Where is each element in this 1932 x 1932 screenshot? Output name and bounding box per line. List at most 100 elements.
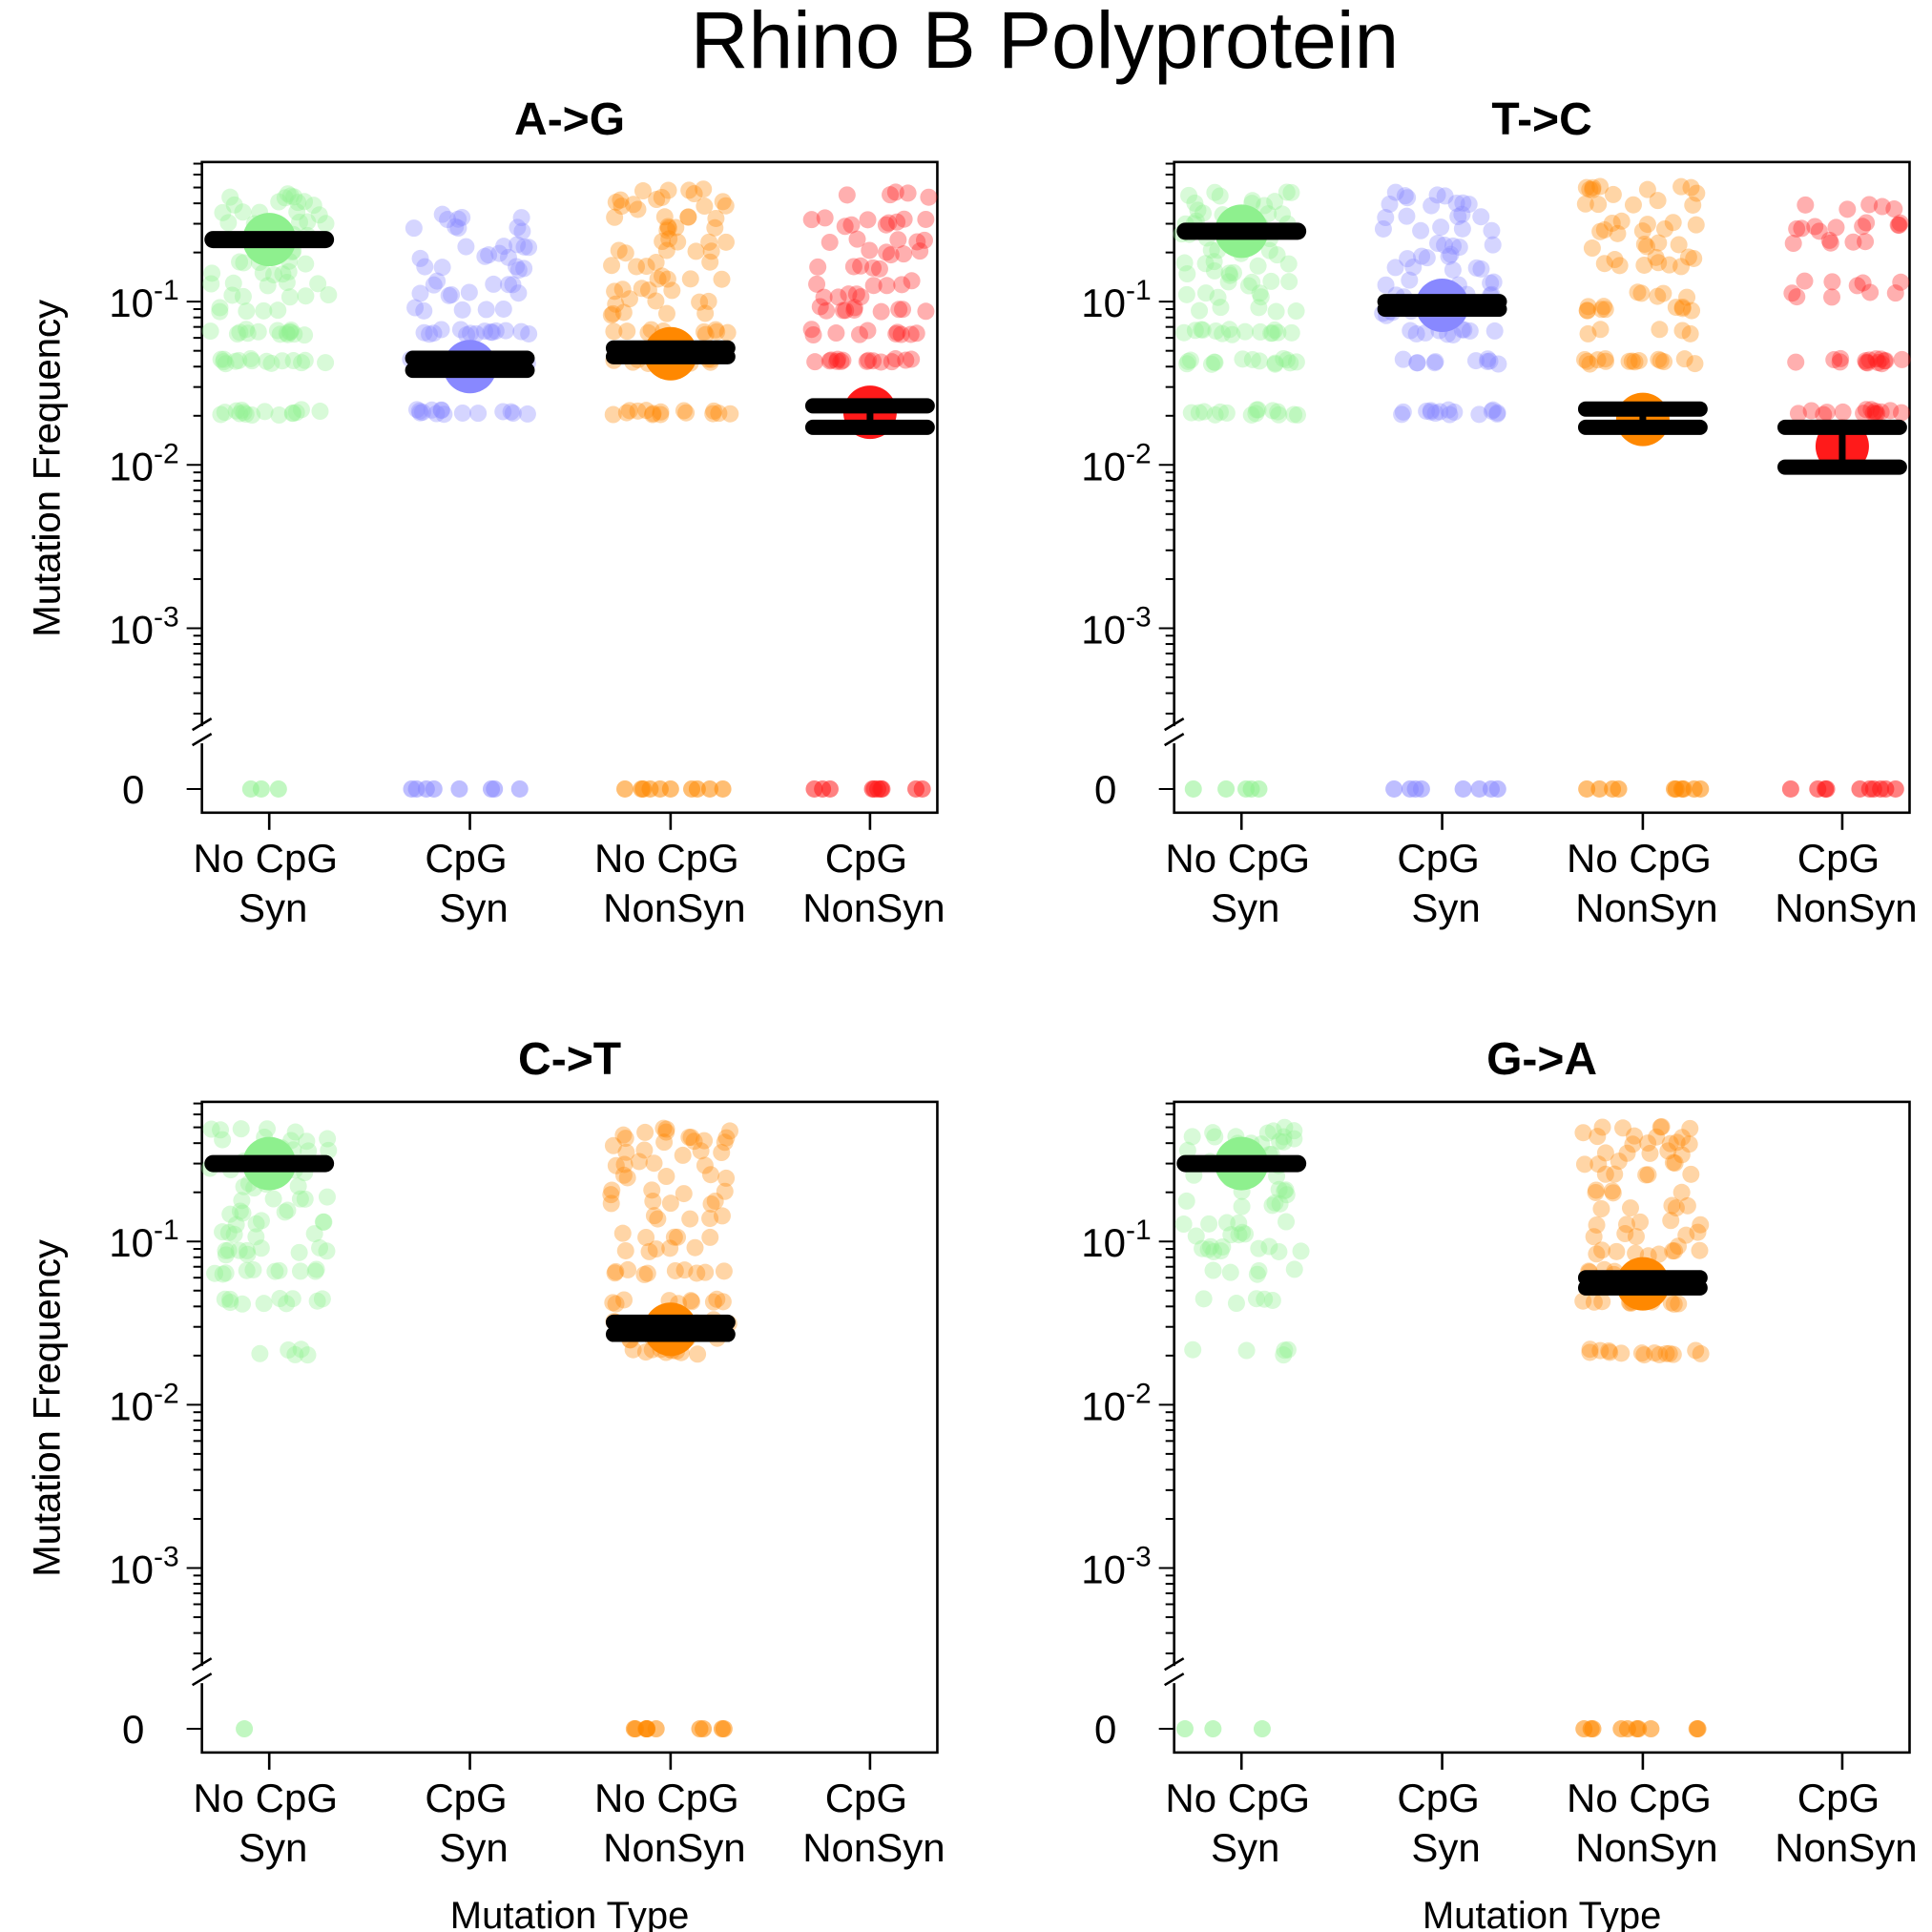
data-point (1591, 222, 1610, 240)
data-point (877, 216, 895, 234)
data-point (1485, 322, 1504, 340)
data-point (289, 194, 307, 212)
data-point (297, 287, 315, 305)
data-point (313, 1290, 331, 1308)
data-point (1855, 405, 1873, 423)
data-point (1247, 1290, 1265, 1308)
data-point (802, 211, 821, 229)
data-point (1601, 1343, 1619, 1361)
data-point (449, 210, 467, 228)
data-point (616, 244, 634, 262)
data-point (1251, 352, 1269, 370)
data-point (286, 1345, 304, 1363)
data-point (1174, 323, 1193, 342)
data-point (309, 275, 327, 293)
data-point (1641, 1144, 1659, 1162)
data-point (1275, 1132, 1293, 1151)
ci-bar (605, 1314, 736, 1330)
data-point (1638, 216, 1656, 234)
x-tick-label: Syn (439, 885, 508, 930)
data-point (1204, 1124, 1222, 1142)
panel-title: G->A (1486, 1034, 1597, 1085)
data-point (256, 403, 274, 421)
data-point (1614, 1119, 1632, 1137)
data-point (1872, 350, 1890, 368)
data-point (1266, 193, 1284, 211)
data-point (1802, 402, 1820, 420)
panel-2: 10-1 10-2 10-3 0 Mutation Frequency T->C No Cp… (27, 94, 1918, 930)
data-point (1648, 1128, 1666, 1146)
data-point (602, 306, 620, 324)
zero-point (714, 779, 732, 798)
x-tick-label: Syn (1411, 1825, 1480, 1870)
x-tick-label: Syn (1211, 885, 1279, 930)
data-point (410, 402, 428, 420)
data-point (234, 203, 252, 221)
data-point (710, 405, 728, 423)
data-point (495, 238, 513, 256)
data-point (274, 265, 292, 283)
data-point (1639, 1166, 1657, 1184)
data-point (654, 1119, 673, 1137)
data-point (1247, 405, 1265, 423)
data-point (691, 293, 709, 311)
panel-4: 10-1 10-2 10-3 0 Mutation Frequency G->A No Cp… (27, 1034, 1918, 1932)
data-point (1576, 195, 1594, 213)
data-point (1670, 236, 1688, 254)
data-point (1425, 354, 1444, 372)
x-tick-label: CpG (1797, 836, 1880, 881)
data-point (917, 210, 935, 228)
data-point (1394, 350, 1412, 368)
data-point (1266, 355, 1284, 373)
data-point (1854, 274, 1872, 292)
data-point (1626, 1127, 1644, 1145)
data-point (1482, 274, 1500, 292)
x-axis-label: Mutation Type (1423, 1895, 1662, 1932)
data-point (629, 402, 647, 420)
data-point (512, 209, 530, 227)
data-point (1892, 273, 1910, 291)
data-point (679, 208, 697, 226)
zero-point (1685, 779, 1703, 798)
data-point (1650, 254, 1668, 272)
data-point (895, 245, 913, 263)
data-point (1649, 192, 1667, 210)
x-tick-label: CpG (1797, 1776, 1880, 1820)
data-point (1660, 1344, 1678, 1362)
data-point (415, 301, 433, 320)
data-point (888, 323, 906, 342)
data-point (687, 242, 705, 260)
data-point (1194, 321, 1212, 339)
data-point (1248, 1265, 1266, 1283)
data-point (1664, 1242, 1682, 1260)
data-point (483, 323, 501, 342)
data-point (211, 299, 229, 317)
data-point (637, 258, 655, 276)
data-point (1784, 235, 1802, 253)
data-point (1270, 405, 1288, 424)
data-point (1603, 1182, 1621, 1200)
data-point (406, 299, 425, 317)
panel-title: C->T (518, 1034, 621, 1085)
data-point (602, 1186, 620, 1204)
panel-title: T->C (1491, 94, 1591, 145)
data-point (1633, 222, 1652, 240)
data-point (606, 208, 624, 226)
x-tick-label: CpG (425, 836, 507, 881)
data-point (1436, 187, 1454, 205)
data-point (917, 302, 935, 321)
data-point (1624, 1135, 1642, 1153)
data-point (614, 1166, 633, 1184)
data-point (1821, 234, 1839, 252)
y-axis-label: Mutation Frequency (27, 1239, 69, 1577)
data-point (509, 218, 527, 237)
data-point (1815, 405, 1833, 424)
data-point (1470, 405, 1488, 424)
data-point (1620, 352, 1638, 370)
data-point (1581, 180, 1599, 198)
data-point (620, 402, 638, 420)
data-point (1418, 402, 1436, 420)
mean-bar (204, 1154, 335, 1173)
data-point (1199, 1240, 1217, 1258)
